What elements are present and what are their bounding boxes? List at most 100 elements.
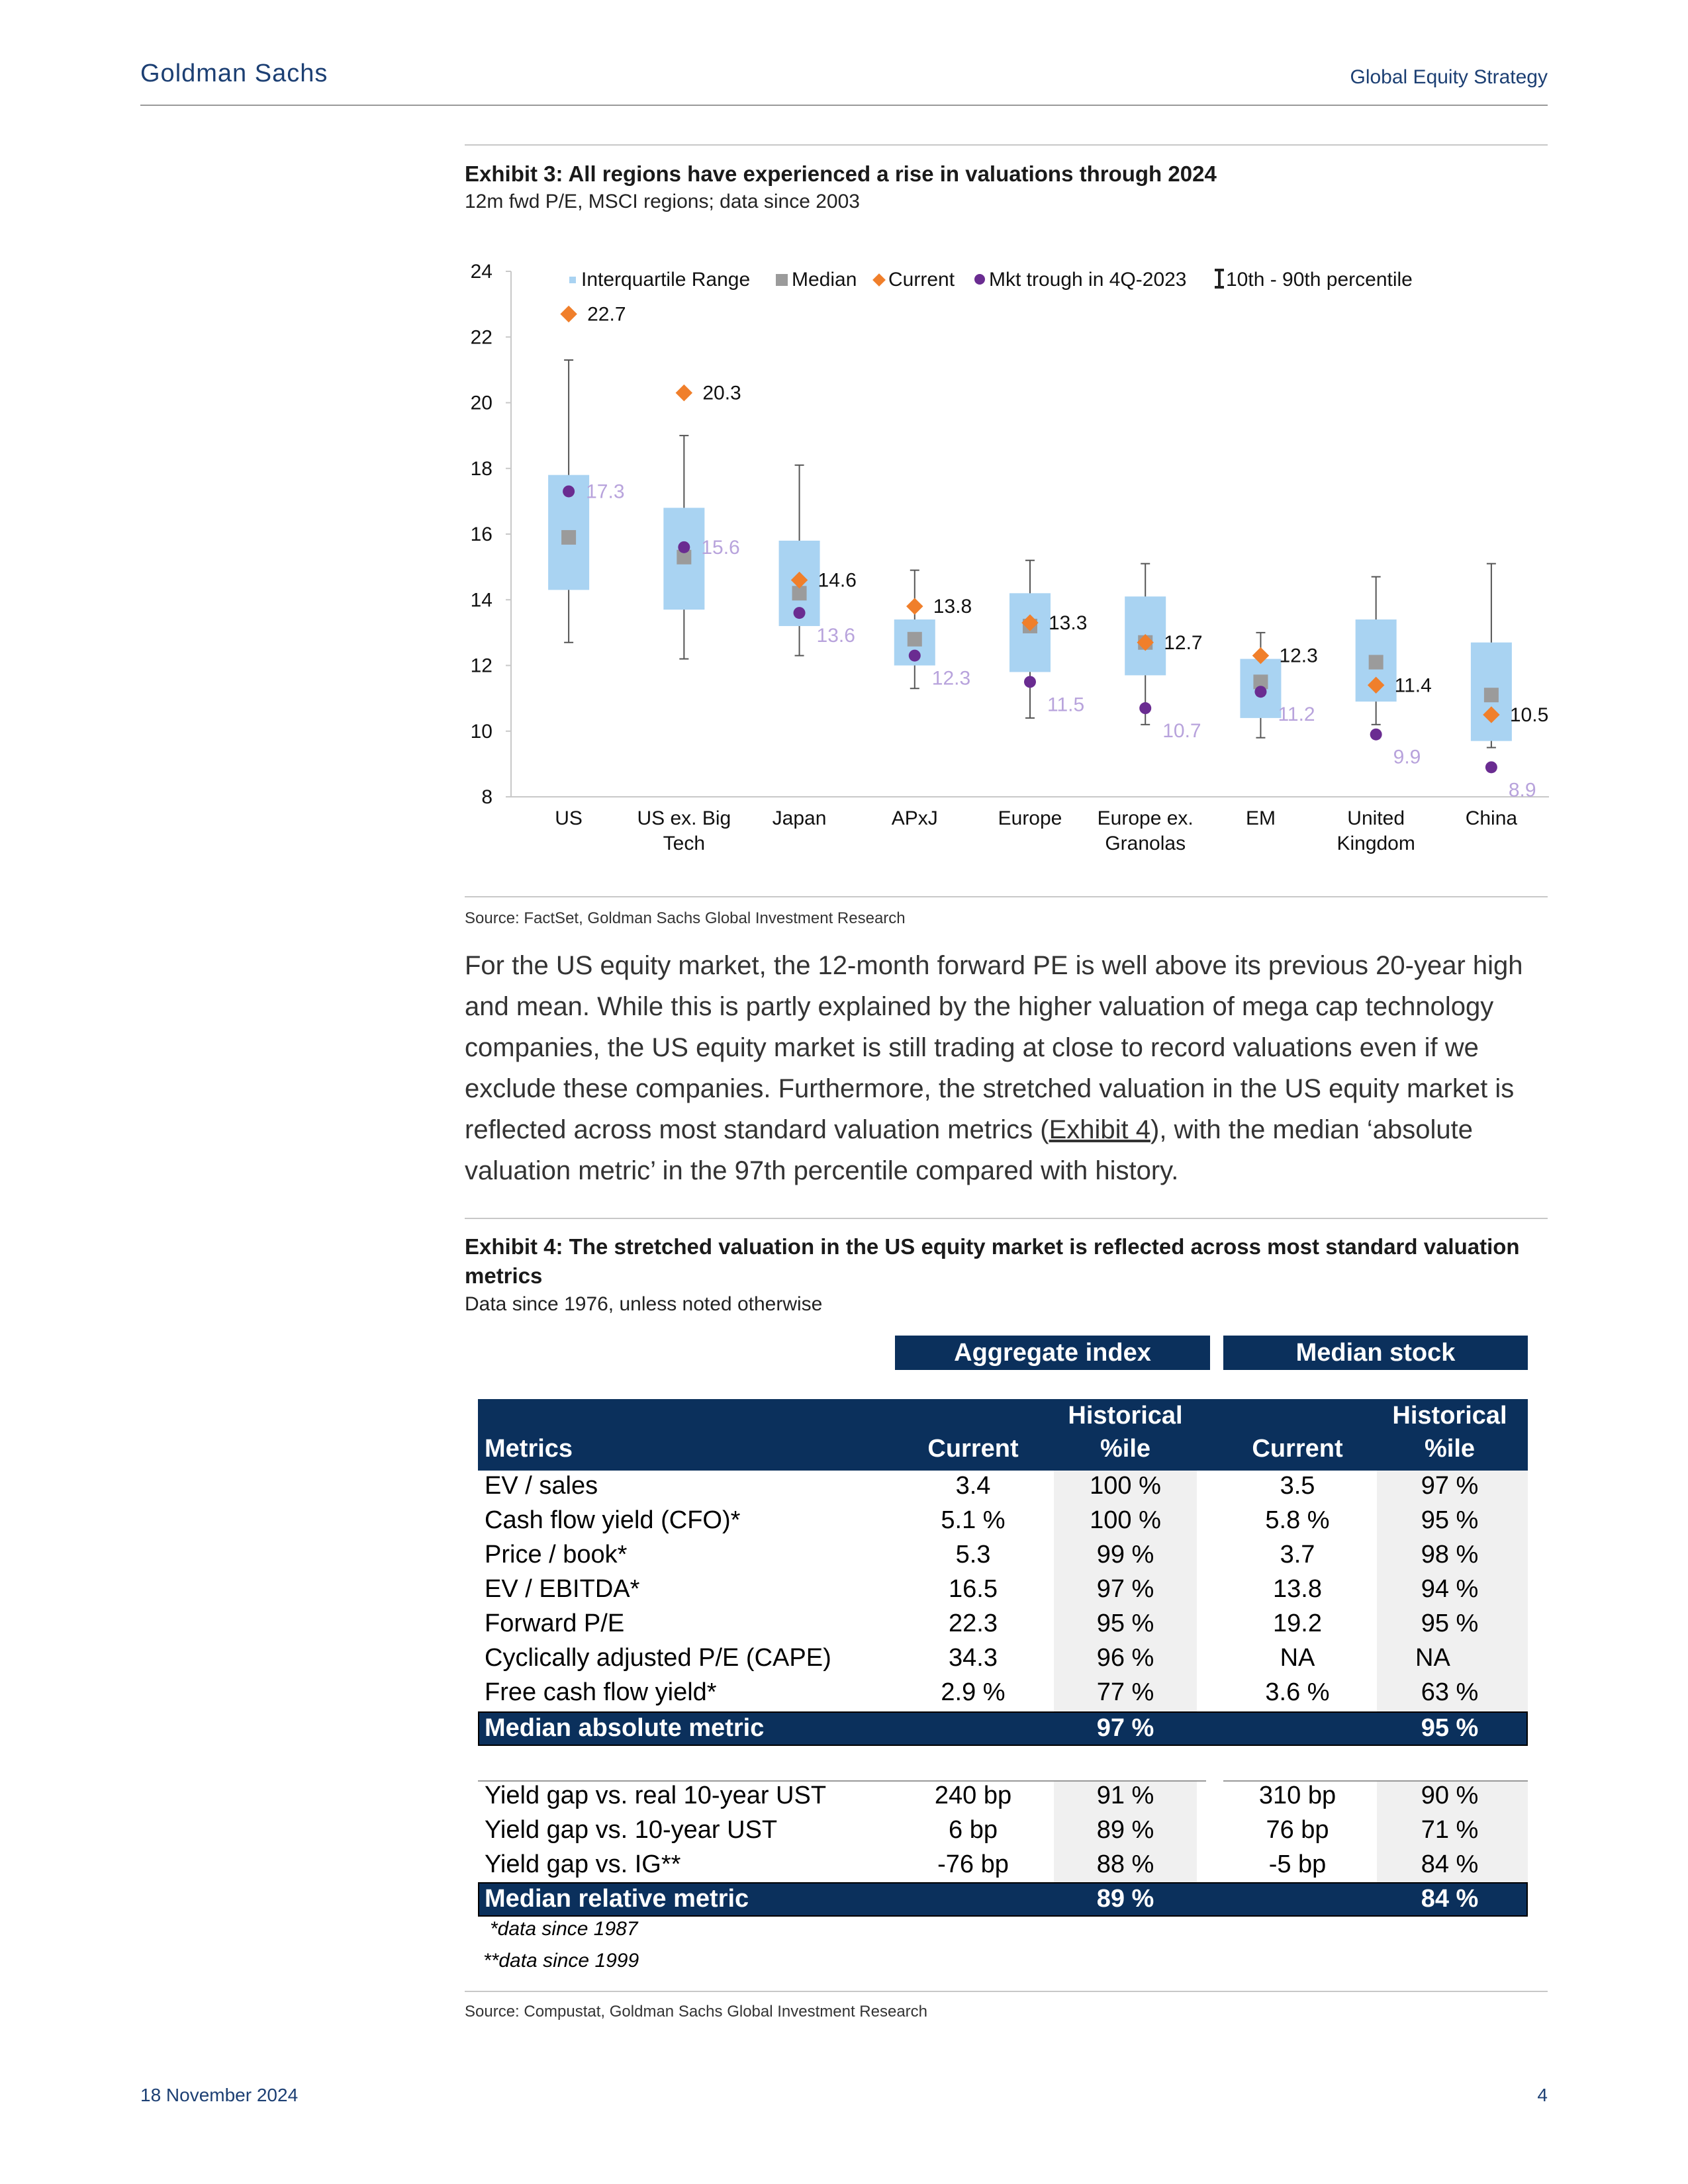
col-header-med-historical: Historical [1392,1402,1507,1430]
relative-divider-left [478,1780,1206,1782]
x-category-label: Tech [663,833,705,854]
column-header-band [478,1399,1528,1471]
valuation-boxplot-chart: 8 10 12 14 16 18 20 22 24 Interquartile Range Medi… [471,261,1549,854]
absolute-row-cell: Cash flow yield (CFO)* [485,1506,741,1534]
absolute-row-cell: 22.3 [949,1610,998,1637]
trough-marker [1139,702,1152,715]
median-marker [907,631,922,647]
x-category-label: Granolas [1105,833,1186,854]
trough-value-label: 11.5 [1047,694,1084,715]
absolute-row-cell: Free cash flow yield* [485,1678,717,1706]
x-category-label: Europe [998,807,1062,829]
absolute-row-cell: 5.1 % [941,1506,1006,1534]
col-header-agg-pctile: %ile [1100,1435,1151,1463]
trough-marker [793,607,806,619]
y-tick-label: 24 [471,261,492,283]
absolute-row-cell: Price / book* [485,1541,628,1569]
absolute-row-cell: 97 % [1421,1472,1479,1500]
median-marker [792,586,807,601]
exhibit3-title: Exhibit 3: All regions have experienced … [465,161,1217,186]
absolute-row-cell: 98 % [1421,1541,1479,1569]
exhibit3-subtitle: 12m fwd P/E, MSCI regions; data since 20… [465,191,860,212]
current-marker [1367,676,1385,694]
absolute-row-cell: 3.7 [1280,1541,1315,1569]
x-category-label: US [555,807,583,829]
y-tick-label: 12 [471,655,492,677]
median-marker [561,529,577,545]
median-absolute-med: 95 % [1421,1714,1479,1742]
median-marker [1253,674,1268,690]
trough-value-label: 13.6 [817,625,855,647]
current-value-label: 11.4 [1395,674,1432,696]
exhibit3-source: Source: FactSet, Goldman Sachs Global In… [465,909,906,927]
header-divider [140,105,1548,106]
y-tick-label: 10 [471,721,492,743]
relative-row-cell: Yield gap vs. IG** [485,1850,681,1878]
exhibit3-bottom-divider [465,896,1548,897]
col-header-med-current: Current [1252,1435,1343,1463]
trough-value-label: 11.2 [1278,704,1315,725]
trough-value-label: 8.9 [1509,779,1536,801]
trough-value-label: 10.7 [1162,720,1201,742]
trough-marker [1485,761,1497,774]
y-tick-label: 14 [471,589,492,611]
relative-row-cell: Yield gap vs. real 10-year UST [485,1782,827,1809]
relative-row-cell: Yield gap vs. 10-year UST [485,1816,778,1844]
current-value-label: 13.8 [933,596,972,617]
exhibit4-top-divider [465,1218,1548,1219]
col-header-metrics: Metrics [485,1435,573,1463]
absolute-row-cell: 16.5 [949,1575,998,1603]
absolute-row-cell: 5.3 [955,1541,991,1569]
exhibit3-top-divider [465,144,1548,146]
legend-trough-label: Mkt trough in 4Q-2023 [989,269,1187,291]
median-relative-row [478,1882,1528,1917]
footnote-1987: *data since 1987 [490,1918,638,1940]
relative-row-cell: 76 bp [1266,1816,1329,1844]
absolute-row-cell: 95 % [1421,1506,1479,1534]
x-category-label: Europe ex. [1098,807,1194,829]
absolute-row-cell: 100 % [1090,1472,1161,1500]
relative-row-cell: 71 % [1421,1816,1479,1844]
brand-name: Goldman Sachs [140,60,328,87]
body-text-part1: For the US equity market, the 12-month f… [465,951,1523,1144]
legend-median-swatch [776,274,788,286]
current-value-label: 10.5 [1510,704,1548,726]
exhibit4-link[interactable]: Exhibit 4 [1049,1115,1150,1144]
agg-pctile-shade [1054,1471,1197,1711]
y-tick-label: 16 [471,523,492,545]
absolute-row-cell: 2.9 % [941,1678,1006,1706]
current-value-label: 20.3 [702,383,741,404]
absolute-row-cell: 94 % [1421,1575,1479,1603]
absolute-row-cell: 3.4 [955,1472,991,1500]
body-paragraph: For the US equity market, the 12-month f… [465,945,1548,1191]
current-value-label: 13.3 [1049,612,1087,634]
rel-med-pctile-shade [1377,1782,1528,1882]
median-absolute-agg: 97 % [1096,1714,1154,1742]
median-marker [677,549,692,565]
trough-marker [678,541,690,553]
current-value-label: 12.3 [1279,645,1317,667]
median-relative-med: 84 % [1421,1885,1479,1913]
absolute-row-cell: 13.8 [1273,1575,1322,1603]
relative-row-cell: -76 bp [937,1850,1009,1878]
relative-row-cell: 310 bp [1258,1782,1336,1809]
col-header-agg-historical: Historical [1068,1402,1183,1430]
relative-row-cell: 88 % [1096,1850,1154,1878]
y-tick-label: 20 [471,392,492,414]
relative-row-cell: -5 bp [1268,1850,1327,1878]
relative-row-cell: 90 % [1421,1782,1479,1809]
median-absolute-row [478,1711,1528,1746]
absolute-row-cell: 97 % [1096,1575,1154,1603]
x-category-label: China [1466,807,1518,829]
absolute-row-cell: 99 % [1096,1541,1154,1569]
trough-marker [1254,686,1267,698]
current-value-label: 14.6 [818,569,857,591]
absolute-row-cell: 19.2 [1273,1610,1322,1637]
relative-row-cell: 84 % [1421,1850,1479,1878]
exhibit4-bottom-divider [465,1991,1548,1992]
relative-divider-right [1223,1780,1528,1782]
legend-current-label: Current [888,269,955,291]
rel-agg-pctile-shade [1054,1782,1197,1882]
absolute-row-cell: 63 % [1421,1678,1479,1706]
absolute-row-cell: 3.6 % [1265,1678,1330,1706]
